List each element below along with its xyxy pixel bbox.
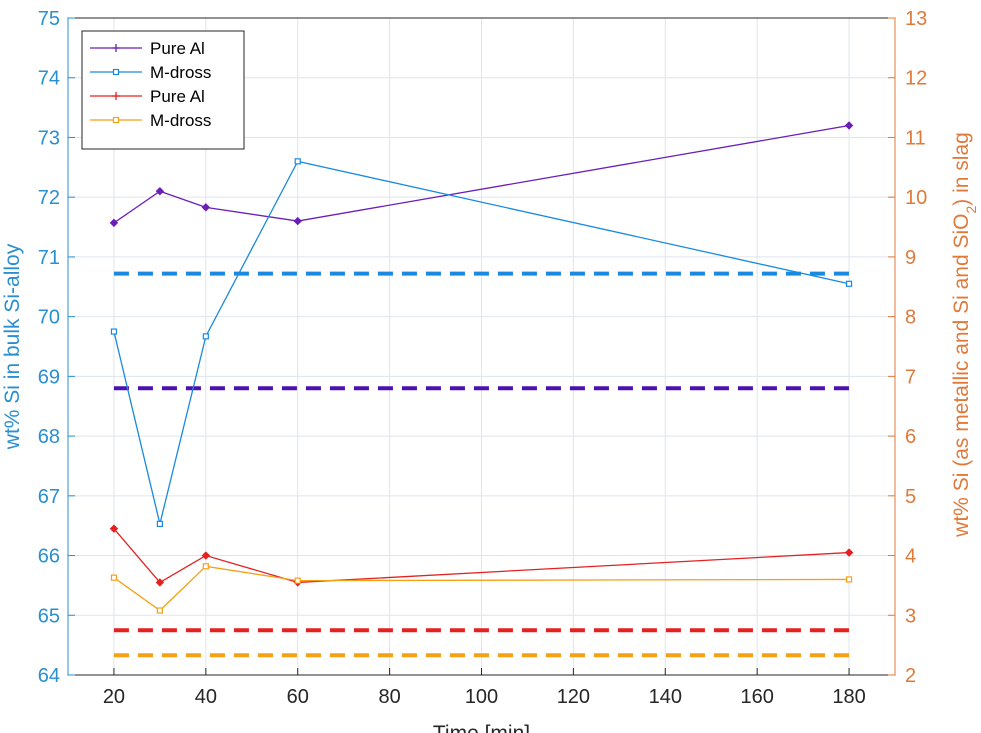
data-point bbox=[109, 218, 119, 228]
right-y-tick-label: 8 bbox=[905, 307, 916, 329]
x-tick-label: 120 bbox=[557, 686, 590, 708]
right-y-tick-label: 6 bbox=[905, 426, 916, 448]
legend-label: Pure Al bbox=[150, 87, 205, 106]
left-y-tick-label: 73 bbox=[38, 127, 60, 149]
legend-label: M-dross bbox=[150, 63, 211, 82]
legend: Pure Al M-dross Pure Al M-dross bbox=[81, 30, 245, 150]
data-point bbox=[201, 203, 211, 212]
data-point bbox=[110, 328, 118, 335]
right-y-tick-label: 11 bbox=[905, 127, 926, 149]
right-y-axis-label: wt% Si (as metallic and Si and SiO2) in … bbox=[950, 132, 979, 538]
data-point bbox=[156, 607, 163, 614]
right-y-tick-label: 7 bbox=[905, 366, 916, 388]
legend-marker bbox=[112, 92, 120, 100]
left-y-tick-label: 64 bbox=[38, 665, 60, 687]
legend-label: Pure Al bbox=[150, 39, 205, 58]
data-point bbox=[110, 574, 118, 581]
left-y-tick-label: 70 bbox=[38, 307, 60, 329]
left-y-tick-label: 72 bbox=[38, 187, 60, 209]
data-point bbox=[202, 563, 209, 570]
left-y-tick-label: 66 bbox=[38, 546, 60, 568]
left-y-tick-label: 67 bbox=[38, 486, 60, 508]
x-tick-label: 100 bbox=[465, 686, 498, 708]
data-series bbox=[109, 121, 854, 614]
data-point bbox=[155, 578, 165, 587]
legend-marker bbox=[112, 68, 120, 76]
data-point bbox=[156, 520, 163, 527]
data-point bbox=[844, 121, 854, 130]
data-point bbox=[845, 576, 853, 583]
data-point bbox=[155, 187, 165, 196]
data-point bbox=[293, 216, 302, 226]
left-y-tick-label: 71 bbox=[38, 247, 60, 269]
left-y-tick-label: 68 bbox=[38, 426, 60, 448]
data-point bbox=[294, 158, 301, 165]
right-y-tick-label: 5 bbox=[905, 486, 916, 508]
left-y-tick-label: 65 bbox=[38, 605, 60, 627]
x-tick-label: 160 bbox=[740, 686, 773, 708]
left-y-axis-label: wt% Si in bulk Si-alloy bbox=[1, 243, 24, 450]
legend-box bbox=[81, 30, 245, 150]
data-point bbox=[845, 280, 853, 287]
right-y-tick-label: 10 bbox=[905, 187, 927, 209]
data-point bbox=[294, 577, 301, 584]
legend-label: M-dross bbox=[150, 111, 211, 130]
right-y-tick-label: 13 bbox=[905, 8, 927, 30]
x-tick-label: 20 bbox=[103, 686, 125, 708]
right-y-axis-label-main: wt% Si (as metallic and Si and SiO bbox=[950, 214, 973, 538]
right-y-tick-label: 12 bbox=[905, 68, 927, 90]
left-y-tick-label: 75 bbox=[38, 8, 60, 30]
left-y-tick-label: 74 bbox=[38, 68, 60, 90]
right-y-tick-label: 3 bbox=[905, 605, 916, 627]
x-tick-label: 60 bbox=[287, 686, 309, 708]
x-tick-label: 40 bbox=[195, 686, 217, 708]
right-y-tick-label: 9 bbox=[905, 247, 916, 269]
data-point bbox=[844, 548, 854, 557]
reference-lines bbox=[113, 271, 850, 658]
right-y-axis-label-end: ) in slag bbox=[950, 132, 973, 206]
legend-marker bbox=[112, 116, 120, 124]
data-point bbox=[202, 333, 209, 340]
left-y-tick-label: 69 bbox=[38, 366, 60, 388]
x-tick-label: 180 bbox=[832, 686, 865, 708]
legend-marker bbox=[112, 44, 120, 52]
right-y-tick-label: 2 bbox=[905, 665, 916, 687]
x-axis-label: Time [min] bbox=[433, 722, 530, 733]
right-y-axis-label-subscript: 2 bbox=[963, 206, 979, 214]
axis-ticks: 20 40 60 80 100 120 140 160 18064656667686970717… bbox=[38, 8, 928, 708]
data-point bbox=[109, 524, 119, 533]
x-tick-label: 140 bbox=[649, 686, 682, 708]
x-tick-label: 80 bbox=[378, 686, 400, 708]
data-point bbox=[201, 551, 211, 560]
right-y-tick-label: 4 bbox=[905, 546, 916, 568]
axis-labels: Time [min] wt% Si in bulk Si-alloy wt% S… bbox=[1, 132, 979, 733]
